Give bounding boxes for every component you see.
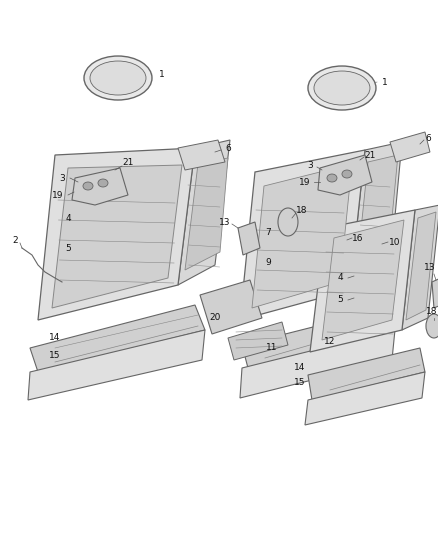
Ellipse shape (90, 61, 146, 95)
Text: 3: 3 (59, 174, 65, 182)
Text: 15: 15 (294, 378, 306, 387)
Text: 21: 21 (122, 158, 134, 166)
Text: 5: 5 (65, 244, 71, 253)
Text: 6: 6 (425, 133, 431, 142)
Text: 7: 7 (265, 228, 271, 237)
Polygon shape (402, 205, 438, 330)
Polygon shape (406, 212, 436, 320)
Text: 20: 20 (209, 313, 221, 322)
Text: 6: 6 (225, 143, 231, 152)
Polygon shape (38, 148, 195, 320)
Text: 15: 15 (49, 351, 61, 360)
Polygon shape (30, 305, 205, 372)
Polygon shape (28, 330, 205, 400)
Ellipse shape (98, 179, 108, 187)
Polygon shape (52, 165, 182, 308)
Text: 4: 4 (337, 273, 343, 282)
Text: 11: 11 (266, 343, 278, 352)
Text: 14: 14 (294, 364, 306, 373)
Text: 18: 18 (426, 308, 438, 317)
Polygon shape (178, 140, 225, 170)
Ellipse shape (84, 56, 152, 100)
Polygon shape (238, 222, 260, 255)
Text: 13: 13 (424, 263, 436, 272)
Polygon shape (318, 155, 372, 195)
Polygon shape (356, 155, 398, 278)
Text: 16: 16 (352, 233, 364, 243)
Polygon shape (252, 164, 352, 308)
Text: 13: 13 (219, 217, 231, 227)
Ellipse shape (342, 170, 352, 178)
Text: 2: 2 (12, 236, 18, 245)
Ellipse shape (426, 314, 438, 338)
Text: 4: 4 (65, 214, 71, 222)
Text: 5: 5 (337, 295, 343, 304)
Polygon shape (350, 142, 402, 290)
Text: 9: 9 (265, 257, 271, 266)
Polygon shape (72, 168, 128, 205)
Ellipse shape (327, 174, 337, 182)
Polygon shape (305, 372, 425, 425)
Polygon shape (432, 276, 438, 308)
Text: 3: 3 (307, 160, 313, 169)
Text: 1: 1 (382, 77, 388, 86)
Text: 12: 12 (324, 337, 336, 346)
Ellipse shape (308, 66, 376, 110)
Ellipse shape (314, 71, 370, 105)
Polygon shape (200, 280, 262, 334)
Ellipse shape (83, 182, 93, 190)
Polygon shape (308, 348, 425, 400)
Polygon shape (390, 132, 430, 162)
Polygon shape (322, 220, 404, 340)
Ellipse shape (278, 208, 298, 236)
Polygon shape (240, 150, 365, 320)
Text: 14: 14 (49, 334, 61, 343)
Text: 1: 1 (159, 69, 165, 78)
Text: 18: 18 (296, 206, 308, 214)
Polygon shape (310, 210, 415, 352)
Text: 21: 21 (364, 150, 376, 159)
Polygon shape (185, 158, 228, 270)
Text: 10: 10 (389, 238, 401, 246)
Polygon shape (178, 140, 230, 285)
Polygon shape (242, 308, 395, 368)
Polygon shape (228, 322, 288, 360)
Text: 19: 19 (299, 177, 311, 187)
Polygon shape (240, 330, 395, 398)
Text: 19: 19 (52, 190, 64, 199)
